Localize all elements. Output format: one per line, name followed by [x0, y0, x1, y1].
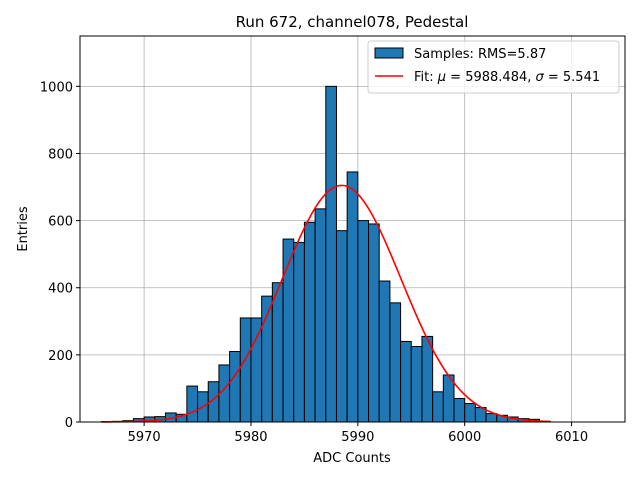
x-tick-label: 5980 — [234, 430, 267, 445]
histogram-bar — [271, 282, 284, 423]
x-axis-label: ADC Counts — [313, 451, 391, 466]
x-tick-label: 5990 — [341, 430, 374, 445]
legend-fit-mu-symbol: μ — [437, 70, 446, 85]
histogram-bar — [453, 398, 466, 423]
legend-samples-label: Samples: RMS=5.87 — [414, 47, 546, 62]
histogram-bar — [464, 403, 476, 423]
y-tick-label: 0 — [65, 416, 73, 431]
histogram-bar — [229, 351, 241, 423]
histogram-bars — [100, 85, 551, 423]
histogram-bar — [282, 238, 295, 423]
legend-box — [367, 40, 620, 94]
histogram-bar — [368, 223, 380, 423]
histogram-bar — [325, 85, 337, 423]
legend: Samples: RMS=5.87 Fit: μ = 5988.484, σ =… — [367, 40, 620, 94]
histogram-bar — [378, 280, 391, 423]
legend-fit-sigma-symbol: σ — [536, 70, 545, 85]
histogram-bar — [432, 391, 444, 423]
y-tick-label: 200 — [48, 349, 73, 364]
histogram-bar — [421, 335, 434, 423]
plot-frame — [79, 35, 626, 423]
histogram-bar — [314, 208, 327, 423]
histogram-bar — [485, 413, 498, 423]
legend-fit-mu-value: = 5988.484, — [446, 70, 535, 85]
legend-fit-prefix: Fit: — [414, 70, 438, 85]
legend-samples-swatch — [374, 47, 404, 59]
histogram-bar — [303, 221, 316, 423]
legend-fit-sigma-value: = 5.541 — [544, 70, 600, 85]
x-tick-label: 6000 — [448, 430, 481, 445]
histogram-bar — [186, 385, 199, 423]
x-axis-ticks: 5970 5980 5990 6000 6010 — [128, 422, 588, 445]
y-tick-label: 1000 — [40, 80, 73, 95]
histogram-bar — [250, 317, 263, 423]
y-tick-label: 800 — [48, 147, 73, 162]
histogram-bar — [357, 220, 370, 423]
histogram-bar — [293, 241, 305, 423]
histogram-bar — [335, 230, 348, 423]
y-axis-label: Entries — [16, 206, 31, 252]
histogram-bar — [389, 302, 402, 423]
x-tick-label: 6010 — [555, 430, 588, 445]
histogram-bar — [346, 171, 359, 423]
y-tick-label: 400 — [48, 282, 73, 297]
fit-curve-group — [101, 184, 551, 423]
histogram-bar — [400, 340, 412, 423]
histogram-bar — [410, 345, 423, 423]
fit-curve — [101, 184, 551, 423]
chart-title: Run 672, channel078, Pedestal — [236, 13, 469, 31]
y-axis-ticks: 0 200 400 600 800 1000 — [40, 80, 80, 431]
y-tick-label: 600 — [48, 215, 73, 230]
legend-fit-label: Fit: μ = 5988.484, σ = 5.541 — [414, 70, 600, 85]
x-tick-label: 5970 — [128, 430, 161, 445]
histogram-bar — [239, 317, 252, 423]
